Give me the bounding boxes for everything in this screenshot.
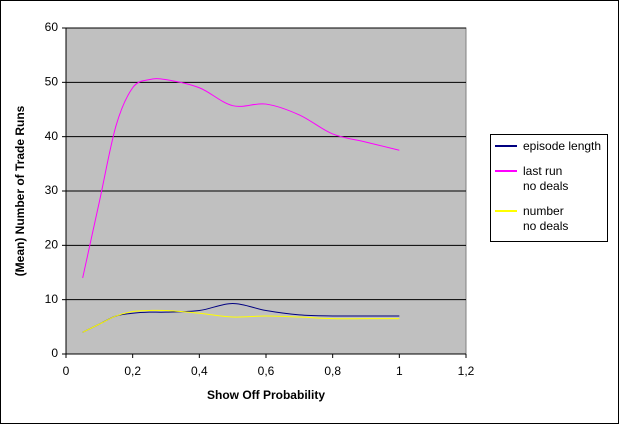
x-tick-label: 0,2 [124,364,141,378]
legend: episode length last run no deals number no… [490,134,608,242]
x-tick-label: 0,6 [258,364,275,378]
x-axis-title: Show Off Probability [207,388,325,402]
y-tick-label: 10 [45,292,59,306]
y-tick-label: 0 [51,346,58,360]
y-axis-title: (Mean) Number of Trade Runs [13,105,27,276]
legend-swatch [495,170,517,172]
y-tick-label: 20 [45,238,59,252]
y-tick-label: 30 [45,183,59,197]
x-tick-label: 1 [396,364,403,378]
series-line [82,309,400,333]
x-tick-label: 0 [63,364,70,378]
legend-swatch [495,210,517,212]
x-tick-label: 0,4 [191,364,208,378]
y-tick-label: 50 [45,75,59,89]
x-tick-label: 1,2 [458,364,475,378]
y-tick-label: 40 [45,129,59,143]
legend-swatch [495,145,517,147]
y-tick-label: 60 [45,20,59,34]
series-line [82,78,400,279]
legend-entry: episode length [493,139,605,154]
legend-label: episode length [523,139,602,153]
legend-entry: last run no deals [493,164,605,194]
legend-entry: number no deals [493,204,605,234]
x-tick-label: 0,8 [324,364,341,378]
legend-label: number no deals [523,204,569,233]
legend-label: last run no deals [523,164,569,193]
